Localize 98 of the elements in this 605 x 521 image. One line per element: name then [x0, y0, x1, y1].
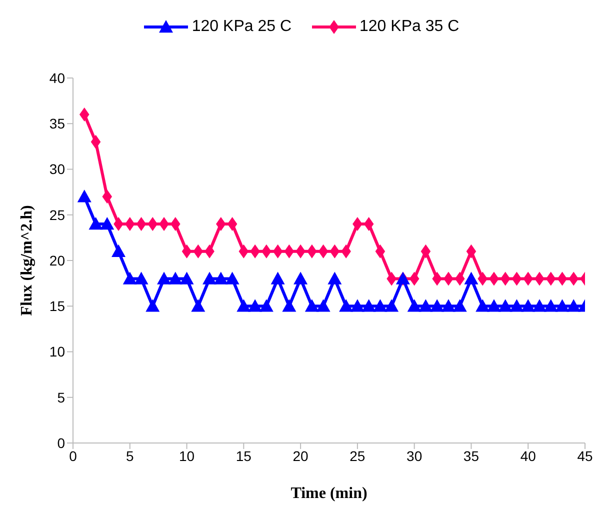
y-tick-label: 30	[49, 161, 66, 178]
x-tick-label: 40	[520, 448, 536, 464]
point	[182, 244, 192, 258]
x-tick-label: 10	[178, 448, 195, 464]
point	[568, 272, 579, 286]
point	[124, 217, 135, 231]
point	[112, 244, 126, 257]
point	[498, 299, 512, 312]
point	[90, 134, 101, 149]
point	[430, 299, 444, 312]
point	[544, 299, 558, 312]
point	[557, 272, 568, 286]
point	[170, 217, 180, 231]
x-axis-title: Time (min)	[290, 485, 368, 502]
point	[168, 272, 182, 284]
point	[523, 272, 534, 286]
point	[441, 299, 456, 312]
point	[248, 299, 262, 312]
point	[452, 299, 467, 312]
point	[454, 272, 465, 286]
point	[486, 299, 501, 312]
x-tick-label: 30	[406, 448, 422, 464]
point	[512, 272, 522, 286]
point	[294, 272, 308, 284]
legend-label: 120 KPa 35 C	[360, 18, 460, 36]
point	[136, 217, 146, 231]
point	[88, 217, 103, 230]
point	[373, 299, 388, 312]
point	[216, 217, 226, 231]
point	[146, 299, 160, 312]
x-tick-label: 15	[236, 448, 252, 464]
point	[272, 244, 283, 258]
point	[180, 272, 194, 284]
point	[114, 217, 124, 231]
y-tick-label: 25	[49, 206, 66, 223]
point	[532, 299, 546, 312]
point	[546, 272, 556, 286]
x-tick-label: 35	[463, 448, 480, 464]
point	[396, 272, 410, 284]
point	[102, 190, 112, 204]
point	[284, 244, 294, 258]
point	[521, 299, 536, 312]
point	[282, 299, 296, 312]
point	[134, 272, 148, 284]
point	[316, 299, 330, 312]
point	[464, 272, 478, 284]
point	[500, 272, 510, 286]
y-tick-label: 40	[49, 70, 66, 86]
y-axis-title: Flux (kg/m^2.h)	[18, 205, 36, 316]
y-tick-label: 0	[57, 434, 66, 451]
point	[328, 272, 342, 284]
point	[364, 217, 374, 231]
point	[420, 244, 431, 258]
x-tick-label: 0	[69, 448, 78, 464]
point	[236, 299, 251, 312]
point	[148, 217, 158, 231]
point	[362, 299, 376, 312]
point	[555, 299, 570, 312]
x-tick-label: 5	[126, 448, 134, 464]
point	[330, 244, 340, 258]
y-tick-label: 15	[49, 298, 66, 314]
point	[159, 217, 169, 231]
point	[79, 108, 90, 122]
point	[259, 299, 274, 312]
point	[476, 299, 490, 312]
point	[510, 299, 524, 312]
point	[225, 272, 240, 284]
point	[339, 299, 354, 312]
point	[202, 272, 217, 284]
point	[318, 244, 328, 258]
point	[100, 217, 114, 230]
point	[566, 299, 581, 312]
point	[270, 272, 285, 284]
x-tick-label: 20	[292, 448, 309, 464]
point	[466, 244, 476, 258]
point	[304, 299, 319, 312]
point	[191, 299, 206, 312]
point	[407, 299, 422, 312]
point	[409, 272, 420, 286]
x-tick-label: 25	[350, 448, 366, 464]
point	[227, 217, 238, 231]
point	[238, 244, 249, 258]
y-tick-label: 10	[49, 344, 66, 360]
point	[77, 190, 92, 202]
point	[352, 217, 362, 231]
point	[350, 299, 364, 312]
point	[375, 244, 386, 258]
point	[122, 272, 137, 284]
point	[193, 244, 204, 258]
point	[214, 272, 228, 284]
y-tick-label: 20	[49, 252, 66, 268]
x-tick-label: 45	[577, 448, 593, 464]
point	[384, 299, 399, 312]
y-tick-label: 5	[57, 389, 66, 406]
point	[418, 299, 433, 312]
legend-label: 120 KPa 25 C	[192, 18, 292, 36]
point	[157, 272, 172, 284]
y-tick-label: 35	[49, 116, 66, 132]
